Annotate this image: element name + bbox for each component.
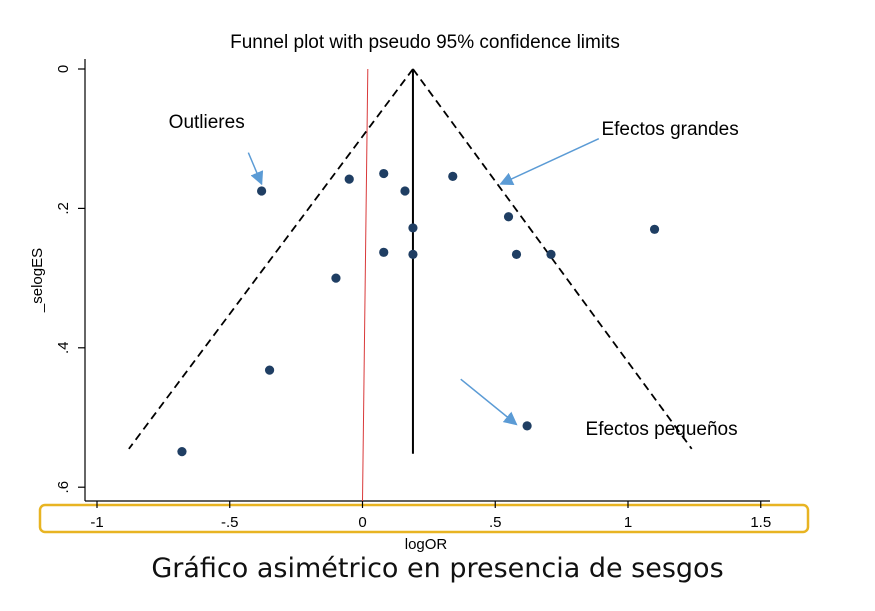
data-point bbox=[331, 273, 341, 283]
x-tick-label: 0 bbox=[358, 514, 366, 531]
data-point bbox=[408, 249, 418, 260]
plot-area: -1 -.5 0 .5 1 1.5 0 .2 .4 .6 Outlieres Efectos gran… bbox=[38, 59, 810, 534]
annotation-arrow bbox=[499, 138, 600, 186]
caption: Gráfico asimétrico en presencia de sesgo… bbox=[151, 553, 724, 584]
x-tick-label: 1 bbox=[624, 514, 632, 531]
y-tick-label: .6 bbox=[55, 481, 72, 494]
data-point bbox=[511, 249, 522, 260]
x-tick-label: .5 bbox=[489, 514, 502, 531]
y-tick-label: 0 bbox=[55, 65, 72, 73]
y-axis-label: _selogES bbox=[29, 248, 46, 313]
x-axis-label: logOR bbox=[405, 536, 448, 553]
data-point bbox=[408, 223, 418, 233]
data-point bbox=[257, 186, 267, 196]
data-point bbox=[546, 249, 556, 260]
x-tick-label: 1.5 bbox=[750, 514, 771, 531]
x-axis-highlight-box bbox=[38, 503, 810, 534]
data-point bbox=[344, 174, 354, 184]
data-point bbox=[264, 365, 275, 375]
chart-title: Funnel plot with pseudo 95% confidence l… bbox=[230, 32, 620, 53]
annotation-label: Efectos pequeños bbox=[586, 419, 738, 440]
funnel-left-limit bbox=[128, 68, 414, 450]
data-point bbox=[649, 224, 660, 234]
data-point bbox=[177, 447, 187, 457]
data-point bbox=[503, 212, 514, 222]
y-tick-label: .4 bbox=[55, 342, 72, 355]
data-point bbox=[379, 247, 389, 257]
y-tick-label: .2 bbox=[55, 202, 72, 215]
null-line bbox=[362, 68, 369, 502]
annotation-label: Efectos grandes bbox=[601, 119, 738, 140]
funnel-right-limit bbox=[412, 68, 693, 450]
data-point bbox=[522, 421, 532, 431]
data-point bbox=[379, 168, 389, 179]
data-point bbox=[448, 171, 458, 181]
x-tick-label: -.5 bbox=[221, 514, 239, 531]
data-point bbox=[400, 186, 410, 196]
annotation-label: Outlieres bbox=[169, 112, 245, 133]
annotation-arrow bbox=[247, 152, 264, 186]
annotation-arrow bbox=[460, 378, 518, 426]
x-tick-label: -1 bbox=[90, 514, 103, 531]
